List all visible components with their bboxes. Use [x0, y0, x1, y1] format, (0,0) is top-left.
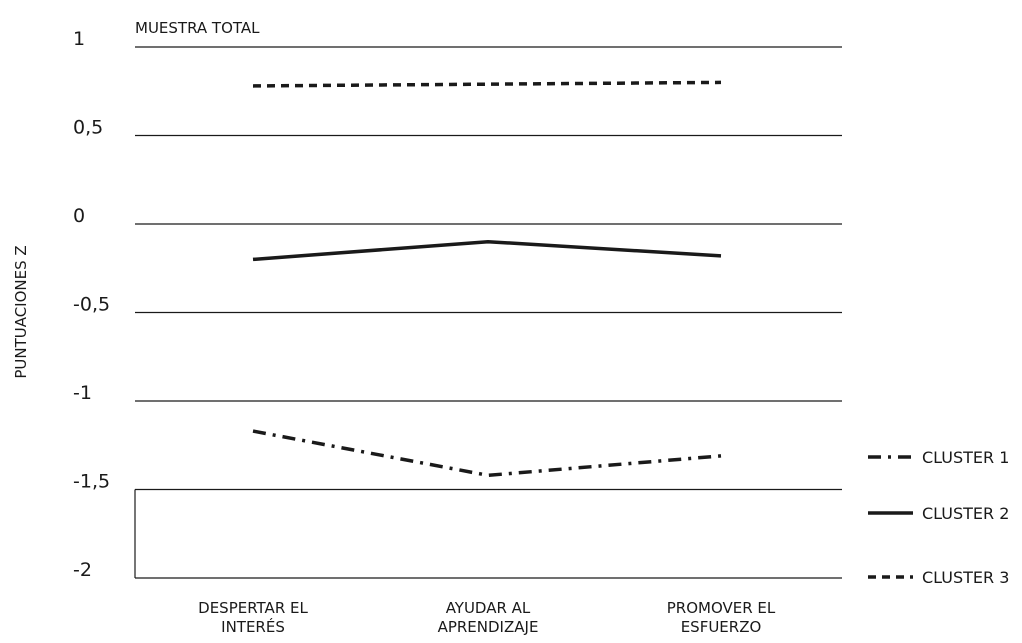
series-line-cluster-2	[252, 239, 722, 262]
chart-title: MUESTRA TOTAL	[135, 19, 260, 37]
x-category-label: PROMOVER EL ESFUERZO	[667, 599, 776, 636]
y-tick-labels: 1 0,5 0 -0,5 -1 -1,5 -2	[73, 28, 110, 581]
y-tick-label: -2	[73, 559, 92, 581]
y-tick-label: 0	[73, 205, 85, 227]
y-tick-label: -1	[73, 382, 92, 404]
gridlines	[134, 46, 842, 579]
series-line-cluster-3	[252, 80, 722, 88]
y-axis-title: PUNTUACIONES Z	[12, 245, 30, 378]
legend-label: CLUSTER 2	[922, 504, 1009, 523]
legend-label: CLUSTER 1	[922, 448, 1009, 467]
series-lines	[252, 80, 722, 478]
y-tick-label: 1	[73, 28, 85, 50]
x-category-labels: DESPERTAR EL INTERÉS AYUDAR AL APRENDIZAJE P…	[198, 599, 776, 636]
y-tick-label: -0,5	[73, 294, 110, 316]
series-line-cluster-1	[252, 429, 722, 478]
x-category-label: AYUDAR AL APRENDIZAJE	[438, 599, 539, 636]
legend-label: CLUSTER 3	[922, 568, 1009, 587]
x-category-label: DESPERTAR EL INTERÉS	[198, 599, 308, 636]
y-tick-label: 0,5	[73, 117, 103, 139]
y-tick-label: -1,5	[73, 471, 110, 493]
legend: CLUSTER 1 CLUSTER 2 CLUSTER 3	[868, 448, 1009, 587]
